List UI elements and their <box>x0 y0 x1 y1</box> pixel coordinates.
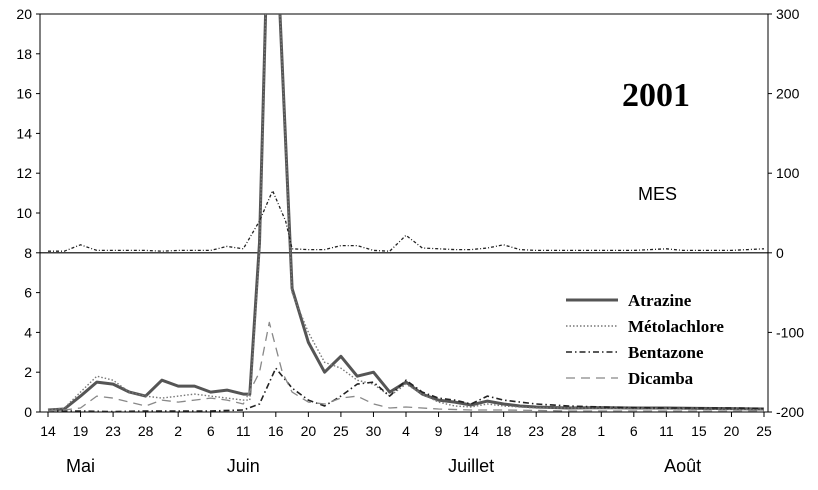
left-tick-label: 16 <box>16 86 32 102</box>
x-tick-label: 25 <box>333 423 349 439</box>
x-tick-label: 6 <box>207 423 215 439</box>
month-label: Juillet <box>448 456 494 476</box>
left-tick-label: 12 <box>16 165 32 181</box>
series-line-mtolachlore <box>47 14 765 411</box>
right-tick-label: 0 <box>776 245 784 261</box>
month-label: Mai <box>66 456 95 476</box>
x-tick-label: 28 <box>561 423 577 439</box>
x-axis-ticks: 14 19 23 28 2 6 11 16 20 25 30 4 9 14 18 23 28 1 6 11 15 20 25 <box>40 412 772 439</box>
left-tick-label: 10 <box>16 205 32 221</box>
x-tick-label: 19 <box>73 423 89 439</box>
chart-title: 2001 <box>622 77 690 114</box>
x-tick-label: 6 <box>630 423 638 439</box>
x-tick-label: 18 <box>496 423 512 439</box>
x-tick-label: 28 <box>138 423 154 439</box>
right-tick-label: 300 <box>776 6 800 22</box>
x-tick-label: 15 <box>691 423 707 439</box>
x-tick-label: 14 <box>463 423 479 439</box>
secondary-series-label: MES <box>638 184 677 204</box>
x-tick-label: 2 <box>174 423 182 439</box>
legend: Atrazine Métolachlore Bentazone Dicamba <box>566 291 724 388</box>
x-tick-label: 25 <box>756 423 772 439</box>
right-axis-ticks: -200 -100 0 100 200 300 <box>768 6 804 420</box>
x-tick-label: 16 <box>268 423 284 439</box>
legend-label: Métolachlore <box>628 317 724 336</box>
x-tick-label: 23 <box>105 423 121 439</box>
x-tick-label: 20 <box>724 423 740 439</box>
left-tick-label: 20 <box>16 6 32 22</box>
left-tick-label: 4 <box>24 324 32 340</box>
series-line-bentazone <box>48 367 765 412</box>
month-label: Juin <box>227 456 260 476</box>
x-tick-label: 11 <box>659 423 674 439</box>
left-tick-label: 6 <box>24 285 32 301</box>
x-tick-label: 11 <box>236 423 251 439</box>
x-tick-label: 30 <box>366 423 382 439</box>
series-line-mes <box>48 190 765 252</box>
series-line-dicamba <box>47 321 764 412</box>
x-tick-label: 1 <box>597 423 605 439</box>
x-tick-label: 23 <box>528 423 544 439</box>
series-lines <box>47 14 765 412</box>
left-tick-label: 2 <box>24 364 32 380</box>
x-tick-label: 14 <box>40 423 56 439</box>
left-tick-label: 18 <box>16 46 32 62</box>
right-tick-label: -200 <box>776 404 804 420</box>
x-tick-label: 9 <box>435 423 443 439</box>
legend-label: Atrazine <box>628 291 692 310</box>
right-tick-label: -100 <box>776 324 804 340</box>
series-line-atrazine <box>47 14 765 412</box>
x-tick-label: 20 <box>301 423 317 439</box>
left-tick-label: 0 <box>24 404 32 420</box>
right-tick-label: 100 <box>776 165 800 181</box>
left-tick-label: 14 <box>16 125 32 141</box>
legend-label: Bentazone <box>628 343 704 362</box>
left-axis-ticks: 0 2 4 6 8 10 12 14 16 18 20 <box>16 6 40 420</box>
legend-label: Dicamba <box>628 369 694 388</box>
right-tick-label: 200 <box>776 86 800 102</box>
left-tick-label: 8 <box>24 245 32 261</box>
month-label: Août <box>664 456 701 476</box>
month-labels: Mai Juin Juillet Août <box>66 456 701 476</box>
x-tick-label: 4 <box>402 423 410 439</box>
